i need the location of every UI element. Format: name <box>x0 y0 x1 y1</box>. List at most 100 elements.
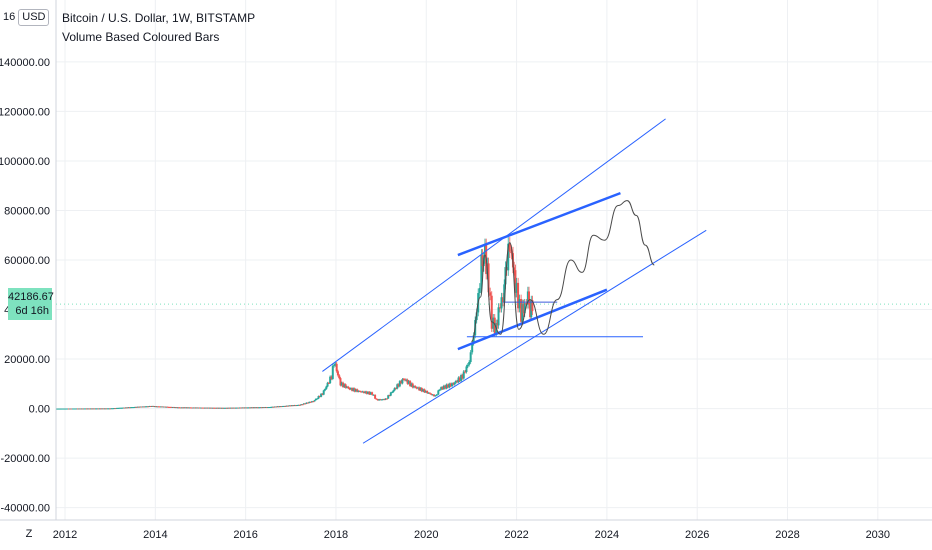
candle-body <box>416 387 419 389</box>
candle-body <box>375 398 378 400</box>
candle-body <box>371 392 374 395</box>
candle-body <box>154 406 157 408</box>
candle-body <box>156 406 159 408</box>
candle-body <box>293 405 296 407</box>
candle-body <box>132 407 135 409</box>
candle-body <box>391 392 394 394</box>
candle-body <box>441 387 444 390</box>
candle-body <box>480 255 483 288</box>
candle-body <box>249 407 252 409</box>
candle-body <box>251 407 254 409</box>
candle-body <box>374 394 377 399</box>
candle-body <box>383 399 386 401</box>
candle-body <box>206 407 209 409</box>
candle-body <box>188 407 191 409</box>
candle-body <box>194 407 197 409</box>
candle-body <box>499 307 502 309</box>
candle-body <box>222 407 225 409</box>
candle-body <box>297 404 300 406</box>
candle-body <box>525 303 528 305</box>
candle-body <box>308 401 311 404</box>
currency-button[interactable]: USD <box>18 8 50 26</box>
candle-body <box>254 407 257 409</box>
candle-body <box>304 403 307 405</box>
candle-body <box>400 381 403 384</box>
candle-body <box>193 407 196 409</box>
candle-body <box>107 408 110 410</box>
candle-body <box>262 407 265 409</box>
candle-body <box>82 408 85 410</box>
candle-body <box>124 407 127 409</box>
candle-body <box>502 297 505 303</box>
candle-body <box>327 382 330 384</box>
bar-countdown: 6d 16h <box>15 305 49 317</box>
candle-body <box>228 407 231 409</box>
candle-body <box>305 402 308 404</box>
candle-body <box>246 407 249 409</box>
candle-body <box>78 408 81 410</box>
projection-path <box>470 200 655 343</box>
trendline-wedge-upper <box>457 191 621 257</box>
candle-body <box>260 407 263 409</box>
candle-body <box>369 392 372 395</box>
candle-body <box>232 407 235 409</box>
candle-body <box>389 392 392 396</box>
candle-body <box>197 407 200 409</box>
candle-body <box>109 408 112 410</box>
candle-body <box>456 380 459 383</box>
candle-body <box>210 407 213 409</box>
candle-body <box>223 407 226 409</box>
candle-body <box>216 407 219 409</box>
candle-body <box>432 394 435 397</box>
candle-body <box>58 408 61 410</box>
y-tick-label: 0.00 <box>29 404 50 416</box>
candle-body <box>148 406 151 408</box>
candle-body <box>403 379 406 381</box>
candle-body <box>396 384 399 389</box>
candle-body <box>219 407 222 409</box>
candle-body <box>407 381 410 384</box>
candle-body <box>422 389 425 392</box>
candle-body <box>385 398 388 400</box>
candle-body <box>438 389 441 391</box>
candle-body <box>302 403 305 405</box>
candle-body <box>75 408 78 410</box>
candle-body <box>510 251 513 254</box>
candle-body <box>73 408 76 410</box>
candle-body <box>178 407 181 409</box>
candle-body <box>325 386 328 390</box>
candle-body <box>360 391 363 393</box>
candle-body <box>401 379 404 384</box>
candle-body <box>67 408 70 410</box>
candle-body <box>238 407 241 409</box>
candle-body <box>405 379 408 381</box>
candle-body <box>333 364 336 366</box>
candle-body <box>141 406 144 408</box>
candle-body <box>122 407 125 409</box>
candle-body <box>101 408 104 410</box>
candle-body <box>449 383 452 387</box>
candle-body <box>60 408 63 410</box>
auto-scale-button[interactable]: Z <box>25 528 33 540</box>
candle-body <box>379 399 382 401</box>
candle-body <box>311 401 314 403</box>
candle-body <box>523 303 526 314</box>
candle-body <box>71 408 74 410</box>
candle-body <box>185 407 188 409</box>
candle-body <box>446 384 449 388</box>
candle-body <box>151 405 154 407</box>
candle-body <box>102 408 105 410</box>
candle-body <box>427 392 430 394</box>
candle-body <box>241 407 244 409</box>
candle-body <box>451 383 454 387</box>
candle-body <box>123 407 126 409</box>
candle-body <box>207 407 210 409</box>
candle-body <box>89 408 92 410</box>
candle-body <box>431 394 434 396</box>
candle-body <box>83 408 86 410</box>
candle-body <box>500 297 503 309</box>
candle-body <box>244 407 247 409</box>
candle-body <box>220 407 223 409</box>
candle-body <box>275 406 278 408</box>
